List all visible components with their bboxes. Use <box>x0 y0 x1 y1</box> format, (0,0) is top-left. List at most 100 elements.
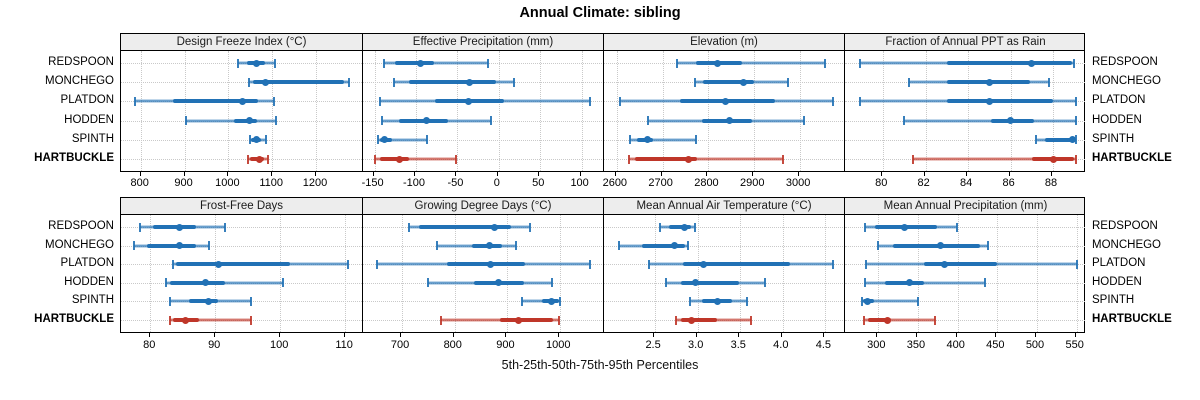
median-dot <box>1007 117 1015 125</box>
axis-tick-mark <box>372 172 374 176</box>
whisker-cap-95th <box>694 222 697 232</box>
axis-tick-label: 700 <box>390 339 410 351</box>
whisker-cap-95th <box>347 259 350 269</box>
percentile-25-75-band <box>635 157 697 161</box>
whisker-cap-95th <box>1076 259 1079 269</box>
percentile-25-75-band <box>234 118 257 123</box>
gridline-vertical <box>454 215 456 332</box>
whisker-cap-95th <box>1073 58 1076 68</box>
gridline-horizontal <box>845 227 1086 228</box>
axis-tick-label: -100 <box>402 177 426 189</box>
whisker-cap-5th <box>864 259 867 269</box>
percentile-25-75-band <box>172 99 259 104</box>
whisker-cap-5th <box>694 77 697 87</box>
axis-tick-label: -50 <box>447 177 464 189</box>
whisker-cap-5th <box>247 154 250 164</box>
gridline-vertical <box>140 51 142 171</box>
whisker-cap-95th <box>1075 96 1078 106</box>
whisker-cap-5th <box>132 241 135 251</box>
median-dot <box>680 223 688 231</box>
percentile-25-75-band <box>153 225 196 229</box>
axis-tick-label: 4.0 <box>773 339 789 351</box>
whisker-cap-95th <box>695 135 698 145</box>
median-dot <box>255 155 263 163</box>
gridline-vertical <box>616 51 618 171</box>
axis-tick-label: 2800 <box>694 177 719 189</box>
site-label-left-hartbuckle: HARTBUCKLE <box>34 313 114 325</box>
median-dot <box>494 279 502 287</box>
median-dot <box>688 316 696 324</box>
median-dot <box>423 117 431 125</box>
site-label-right-hartbuckle: HARTBUCKLE <box>1092 313 1172 325</box>
median-dot <box>464 97 472 105</box>
gridline-horizontal <box>121 159 362 160</box>
gridline-vertical <box>1076 215 1078 332</box>
axis-tick-mark <box>414 172 415 176</box>
percentile-5-95-line <box>912 158 1077 160</box>
percentiles-caption: 5th-25th-50th-75th-95th Percentiles <box>501 358 699 372</box>
axis-tick-mark <box>279 333 281 337</box>
axis-tick-mark <box>149 333 151 337</box>
axis-tick-mark <box>1074 333 1076 337</box>
median-dot <box>182 316 190 324</box>
whisker-cap-5th <box>435 241 438 251</box>
gridline-vertical <box>697 215 699 332</box>
panel-strip-title: Effective Precipitation (mm) <box>362 34 603 50</box>
panel-strip-title: Growing Degree Days (°C) <box>362 198 603 214</box>
axis-tick-label: 2700 <box>648 177 673 189</box>
axis-tick-label: 300 <box>867 339 886 351</box>
axis-tick-label: 100 <box>269 339 289 351</box>
percentile-25-75-band <box>380 157 410 161</box>
whisker-cap-95th <box>1075 135 1078 145</box>
median-dot <box>700 260 708 268</box>
percentile-5-95-line <box>862 300 918 303</box>
axis-tick-label: 1200 <box>302 177 328 189</box>
median-dot <box>548 297 556 305</box>
site-label-right-spinth: SPINTH <box>1092 132 1135 145</box>
gridline-vertical <box>1037 215 1038 332</box>
gridline-vertical <box>662 51 664 171</box>
axis-tick-mark <box>455 172 457 176</box>
median-dot <box>1049 155 1057 163</box>
whisker-cap-95th <box>933 315 936 325</box>
percentile-5-95-line <box>377 138 427 141</box>
gridline-vertical <box>968 51 970 171</box>
percentile-25-75-band <box>395 61 435 65</box>
whisker-cap-5th <box>376 259 379 269</box>
whisker-cap-95th <box>512 77 515 87</box>
panel-frost-free-days <box>121 215 362 332</box>
percentile-25-75-band <box>946 61 1073 65</box>
median-dot <box>714 59 722 67</box>
axis-tick-label: 3000 <box>785 177 811 189</box>
gridline-vertical <box>272 51 274 171</box>
axis-tick-mark <box>579 172 581 176</box>
whisker-cap-95th <box>347 77 350 87</box>
gridline-horizontal <box>363 301 603 303</box>
whisker-cap-5th <box>408 222 411 232</box>
percentile-5-95-line <box>676 62 826 64</box>
gridline-vertical <box>997 215 999 332</box>
median-dot <box>884 316 892 324</box>
median-dot <box>985 97 993 105</box>
site-label-left-spinth: SPINTH <box>71 132 114 145</box>
axis-tick-label: 80 <box>875 177 888 189</box>
axis-tick-mark <box>695 333 697 337</box>
percentile-25-75-band <box>884 280 924 285</box>
site-label-right-hodden: HODDEN <box>1092 275 1142 288</box>
axis-tick-label: 2600 <box>602 177 628 189</box>
median-dot <box>863 297 871 305</box>
gridline-vertical <box>315 51 317 171</box>
gridline-vertical <box>782 215 784 332</box>
whisker-cap-5th <box>876 241 879 251</box>
percentile-5-95-line <box>904 119 1077 122</box>
median-dot <box>901 223 908 231</box>
gridline-vertical <box>1053 51 1055 171</box>
whisker-cap-95th <box>515 241 518 251</box>
panel-strip-title: Elevation (m) <box>603 34 844 50</box>
site-label-right-hartbuckle: HARTBUCKLE <box>1092 152 1172 164</box>
whisker-cap-95th <box>746 296 749 306</box>
axis-tick-label: 550 <box>1065 339 1084 351</box>
gridline-vertical <box>883 51 885 171</box>
whisker-cap-95th <box>425 135 428 145</box>
